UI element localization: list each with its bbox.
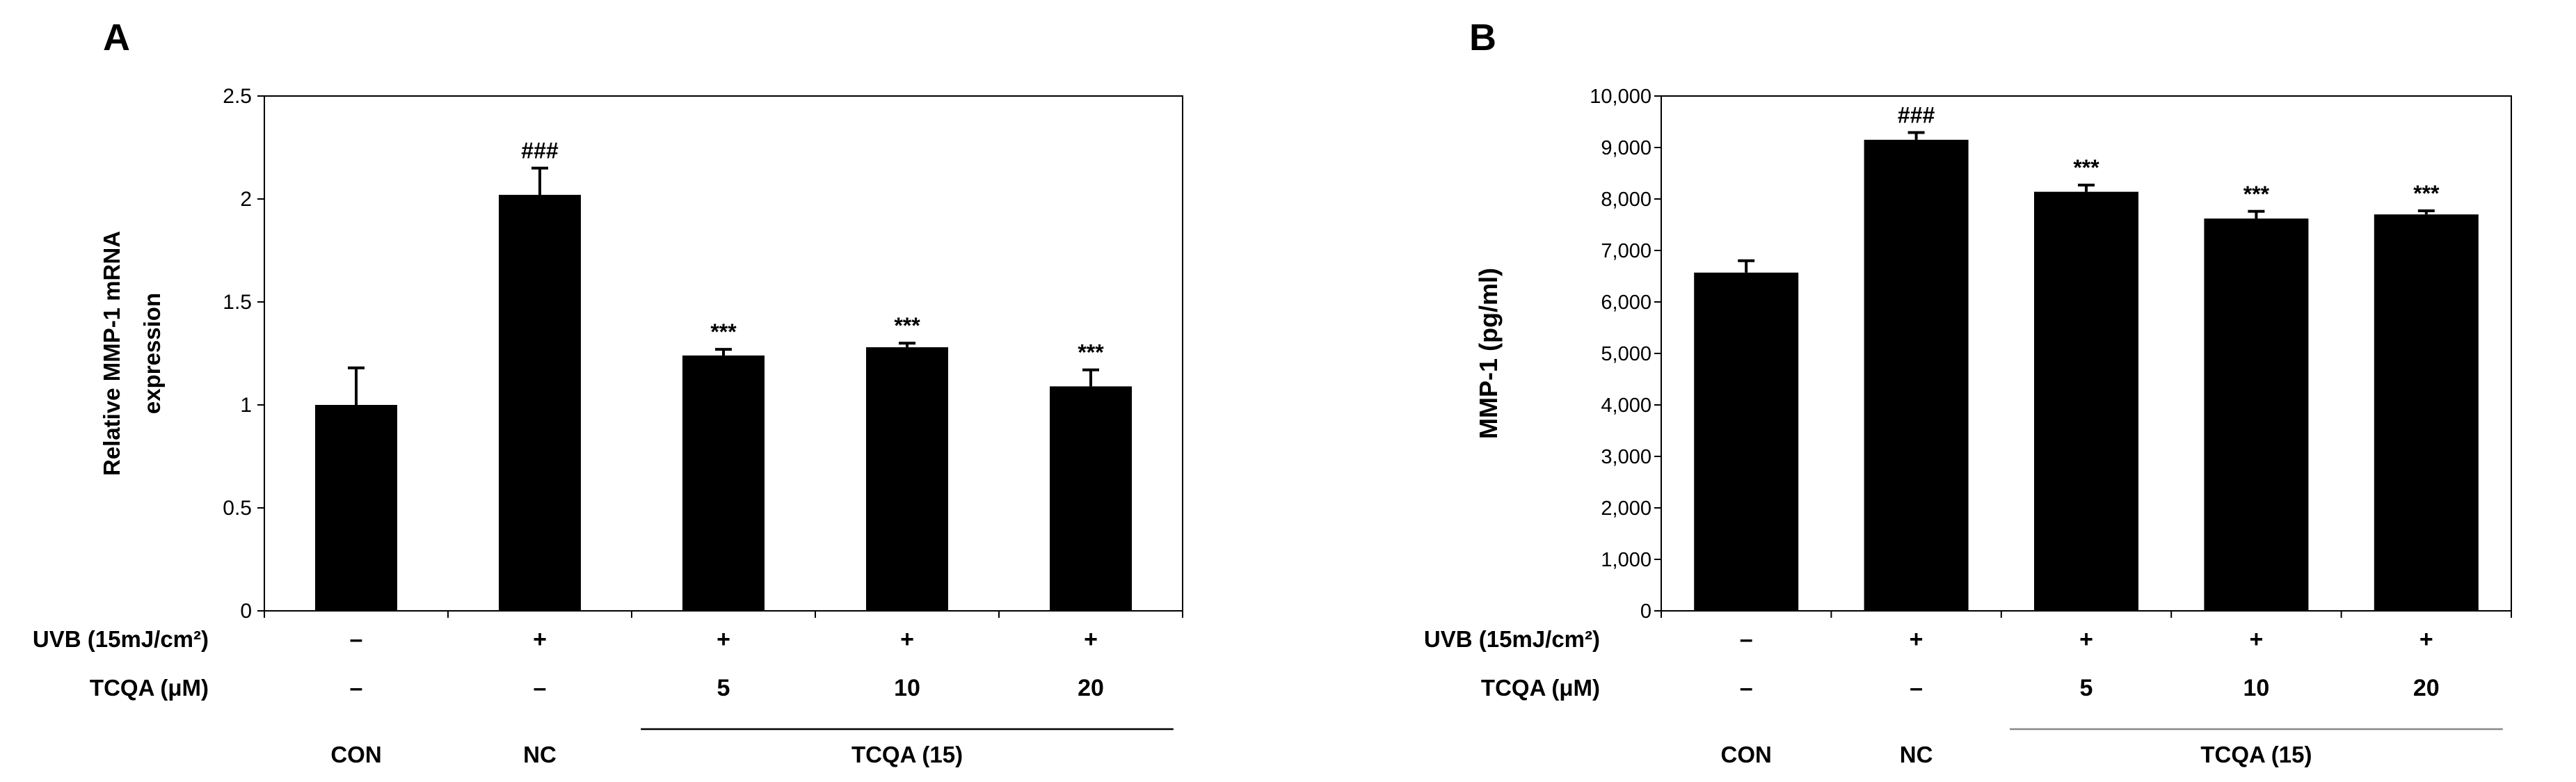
significance-mark: *** xyxy=(2413,181,2440,206)
panel-letter: B xyxy=(1469,17,1496,58)
row-label-tcqa: TCQA (μM) xyxy=(90,675,209,701)
row-value: + xyxy=(2419,626,2433,653)
row-value: + xyxy=(1084,626,1098,653)
y-tick-label: 8,000 xyxy=(1601,189,1651,211)
bar xyxy=(2034,191,2138,611)
y-axis-label: Relative MMP-1 mRNA xyxy=(99,231,125,476)
y-tick-label: 1.5 xyxy=(223,291,252,314)
y-tick-label: 9,000 xyxy=(1601,137,1651,159)
plot-area: 0 0.5 1 1.5 2 2.5 ### *** *** *** – + + + + – – 5 10 20 xyxy=(223,85,1183,731)
significance-mark: *** xyxy=(894,313,920,338)
y-tick-label: 7,000 xyxy=(1601,240,1651,262)
row-label-uvb: UVB (15mJ/cm²) xyxy=(33,626,209,652)
group-label-con: CON xyxy=(1721,742,1772,767)
significance-mark: *** xyxy=(1078,340,1104,365)
row-label-tcqa: TCQA (μM) xyxy=(1481,675,1600,701)
significance-mark: ### xyxy=(521,138,559,163)
y-tick-label: 0 xyxy=(1640,600,1651,623)
y-tick-label: 4,000 xyxy=(1601,394,1651,417)
bar xyxy=(682,355,765,611)
plot-area: 0 1,000 2,000 3,000 4,000 5,000 6,000 7,000 8,00… xyxy=(1590,86,2512,731)
significance-mark: *** xyxy=(710,319,737,344)
y-tick-label: 2,000 xyxy=(1601,497,1651,520)
y-tick-label: 1,000 xyxy=(1601,549,1651,571)
row-value: 10 xyxy=(2243,675,2269,701)
y-tick-label: 2.5 xyxy=(223,85,252,108)
row-value: 5 xyxy=(2080,675,2093,701)
panel-b: B 0 1,000 2,000 3,000 4,000 5,000 6,000 7,000 8,… xyxy=(1424,17,2512,767)
y-tick-label: 6,000 xyxy=(1601,292,1651,314)
row-value: – xyxy=(1740,675,1753,701)
row-value: 20 xyxy=(1078,675,1104,701)
group-label-tcqa: TCQA (15) xyxy=(2200,742,2312,767)
row-value: – xyxy=(1910,675,1923,701)
row-value: + xyxy=(533,626,547,653)
y-axis-label: MMP-1 (pg/ml) xyxy=(1474,268,1503,439)
bar xyxy=(2204,218,2309,611)
group-label-nc: NC xyxy=(523,742,557,767)
y-tick-label: 1 xyxy=(240,394,252,417)
significance-mark: ### xyxy=(1898,103,1935,128)
panel-letter: A xyxy=(103,17,130,58)
row-value: + xyxy=(2079,626,2093,653)
significance-mark: *** xyxy=(2243,182,2270,207)
row-value: – xyxy=(534,675,547,701)
bar xyxy=(1864,139,1969,611)
bar xyxy=(866,347,948,611)
row-value: + xyxy=(717,626,730,653)
bar xyxy=(2374,214,2479,611)
group-label-con: CON xyxy=(330,742,381,767)
row-value: + xyxy=(1910,626,1923,653)
y-axis-label-line-2: expression xyxy=(139,293,165,414)
y-tick-label: 0 xyxy=(240,600,252,623)
row-value: – xyxy=(350,626,363,653)
bar xyxy=(1694,272,1799,611)
row-value: – xyxy=(1740,626,1753,653)
row-value: 10 xyxy=(894,675,920,701)
significance-mark: *** xyxy=(2073,155,2099,180)
y-tick-label: 2 xyxy=(240,188,252,211)
panel-a: A 0 0.5 1 1.5 2 2.5 ### *** *** *** – + + + + – – 5 10 20 R… xyxy=(33,17,1183,767)
bar xyxy=(1050,386,1132,611)
y-tick-label: 0.5 xyxy=(223,497,252,520)
row-value: 5 xyxy=(717,675,730,701)
row-value: + xyxy=(2249,626,2263,653)
group-label-tcqa: TCQA (15) xyxy=(851,742,963,767)
group-label-nc: NC xyxy=(1900,742,1933,767)
bar xyxy=(315,405,397,611)
row-value: 20 xyxy=(2413,675,2440,701)
row-label-uvb: UVB (15mJ/cm²) xyxy=(1424,626,1600,652)
row-value: + xyxy=(900,626,914,653)
bar xyxy=(499,195,581,612)
y-tick-label: 5,000 xyxy=(1601,343,1651,365)
y-tick-label: 3,000 xyxy=(1601,446,1651,468)
y-tick-label: 10,000 xyxy=(1590,86,1651,108)
row-value: – xyxy=(350,675,363,701)
